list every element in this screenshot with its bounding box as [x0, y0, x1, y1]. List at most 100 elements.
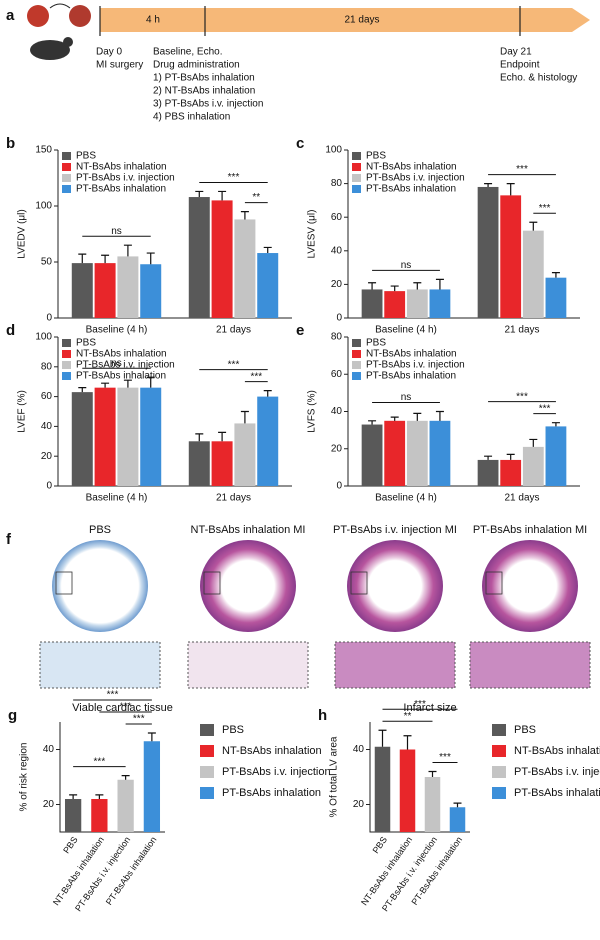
y-tick-label: 60 [331, 212, 343, 223]
heart-section [52, 540, 148, 632]
x-tick-label: 21 days [216, 493, 251, 504]
legend-label: NT-BsAbs inhalation [366, 162, 457, 173]
bar [477, 459, 499, 486]
zoom-box [55, 571, 73, 595]
error-bar [551, 272, 560, 278]
panel-label: f [6, 531, 12, 548]
bar [117, 779, 134, 832]
y-tick-label: 60 [331, 369, 343, 380]
error-bar [147, 732, 156, 742]
x-tick-label: PT-BsAbs inhalation [104, 835, 159, 907]
bar [429, 289, 451, 318]
legend-label: NT-BsAbs inhalation [76, 349, 167, 360]
inset [39, 641, 161, 689]
legend-swatch [492, 724, 506, 736]
significance-label: ns [401, 392, 412, 403]
bar [257, 253, 279, 318]
significance-label: *** [516, 164, 528, 175]
timeline-text: Day 0 MI surgery Baseline, Echo. Drug admin… [96, 47, 577, 123]
error-bar [529, 221, 538, 231]
bar [361, 289, 383, 318]
error-bar [78, 253, 87, 264]
legend-swatch [352, 372, 361, 380]
heart-section [347, 540, 443, 632]
bar [94, 263, 116, 318]
bar [361, 424, 383, 486]
error-bar [240, 410, 249, 424]
error-bar [435, 278, 444, 290]
panel-label: a [6, 7, 15, 24]
panel-label: g [8, 707, 17, 724]
error-bar [435, 410, 444, 421]
legend-swatch [200, 787, 214, 799]
x-tick-label: Baseline (4 h) [375, 493, 437, 504]
bar [406, 420, 428, 486]
legend-label: PBS [514, 724, 536, 736]
y-tick-label: 20 [331, 443, 343, 454]
panel-label: h [318, 707, 327, 724]
significance-label: ns [111, 226, 122, 237]
legend-label: PBS [76, 338, 96, 349]
legend-label: PT-BsAbs inhalation [76, 184, 166, 195]
bar [477, 186, 499, 318]
y-tick-label: 100 [35, 332, 52, 343]
chart-title: Infarct size [403, 702, 456, 714]
bar [522, 446, 544, 486]
bar [94, 387, 116, 486]
y-tick-label: 50 [41, 257, 53, 268]
y-tick-label: 40 [353, 744, 365, 755]
bar [71, 263, 93, 318]
x-tick-label: Baseline (4 h) [86, 493, 148, 504]
legend-label: PT-BsAbs inhalation [366, 371, 456, 382]
bar [140, 387, 162, 486]
y-tick-label: 40 [331, 245, 343, 256]
timeline-text: 1) PT-BsAbs inhalation [153, 73, 255, 84]
significance-label: *** [120, 702, 132, 713]
x-tick-label: 21 days [216, 325, 251, 336]
timeline-text: Baseline, Echo. [153, 47, 223, 58]
x-tick-label: 21 days [504, 325, 539, 336]
error-bar [121, 775, 130, 780]
bar [500, 195, 522, 318]
y-tick-label: 20 [41, 451, 53, 462]
significance-label: ns [401, 260, 412, 271]
panel-label: c [296, 135, 304, 152]
y-tick-label: 0 [46, 313, 52, 324]
legend-swatch [352, 339, 361, 347]
error-bar [413, 412, 422, 421]
y-axis-label: LVEDV (μl) [17, 209, 28, 258]
segment-label: 4 h [146, 15, 160, 26]
y-tick-label: 80 [41, 361, 53, 372]
timeline-ticks [99, 6, 521, 36]
heart-section [200, 540, 296, 632]
significance-label: *** [539, 403, 551, 414]
y-tick-label: 0 [46, 481, 52, 492]
timeline-text: Day 21 [500, 47, 532, 58]
legend-swatch [352, 174, 361, 182]
legend-swatch [62, 372, 71, 380]
bar [140, 264, 162, 318]
inset [334, 641, 456, 689]
histology: f PBS NT-BsAbs inhalation MI PT-BsAbs i.v. … [6, 524, 591, 689]
error-bar [78, 387, 87, 393]
histology-title: PT-BsAbs i.v. injection MI [333, 524, 457, 536]
y-axis-label: % Of total LV area [329, 736, 340, 817]
error-bar [529, 438, 538, 447]
bar [384, 291, 406, 318]
y-tick-label: 100 [325, 145, 342, 156]
timeline-text: Echo. & histology [500, 73, 577, 84]
bar [374, 746, 391, 832]
error-bar [428, 770, 437, 777]
legend-swatch [352, 163, 361, 171]
error-bar [218, 190, 227, 201]
legend-label: PBS [76, 151, 96, 162]
error-bar [368, 420, 377, 425]
error-bar [123, 244, 132, 257]
legend-label: PT-BsAbs inhalation [76, 371, 166, 382]
histology-title: NT-BsAbs inhalation MI [191, 524, 306, 536]
x-tick-label: Baseline (4 h) [375, 325, 437, 336]
error-bar [390, 416, 399, 421]
zoom-box [485, 571, 503, 595]
significance-label: *** [107, 690, 119, 701]
